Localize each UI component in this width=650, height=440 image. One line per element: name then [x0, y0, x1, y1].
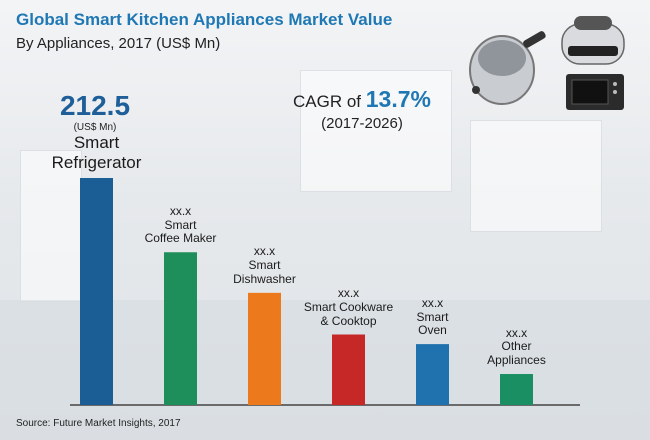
category-label-6-line-1: Other [501, 339, 532, 354]
bar-label-6: xx.x Other Appliances [455, 325, 579, 368]
category-label-2-line-1: Smart [164, 217, 197, 232]
bar-5 [416, 344, 449, 405]
smart-oven-icon [566, 74, 624, 110]
value-label-3: xx.x [253, 244, 276, 259]
bar-label-3: xx.x Smart Dishwasher [203, 245, 327, 286]
category-label-2-line-2: Coffee Maker [144, 231, 217, 246]
highlight-number: 212.5 [59, 90, 131, 121]
highlight-unit: (US$ Mn) [73, 122, 117, 133]
cagr-callout: CAGR of 13.7% (2017-2026) [282, 86, 442, 132]
bar-1 [80, 178, 113, 405]
bar-label-5: xx.x Smart Oven [371, 295, 495, 338]
value-label-2: xx.x [169, 203, 192, 218]
bar-label-1: Smart Refrigerator [27, 133, 167, 172]
cookware-pot-icon [469, 31, 546, 105]
chart-title: Global Smart Kitchen Appliances Market V… [16, 10, 393, 29]
category-label-4-line-1: Smart Cookware [303, 299, 394, 314]
bar-4 [332, 334, 365, 405]
value-label-4: xx.x [337, 286, 360, 301]
category-label-6-line-2: Appliances [487, 353, 546, 368]
bar-2 [164, 252, 197, 405]
cagr-value: 13.7% [365, 86, 431, 112]
bar-label-4: xx.x Smart Cookware & Cooktop [287, 286, 411, 328]
appliance-images [469, 16, 625, 110]
cagr-period: (2017-2026) [321, 115, 403, 132]
value-label-5: xx.x [421, 295, 444, 310]
highlight-value: 212.5 (US$ Mn) [40, 90, 150, 133]
slow-cooker-icon [561, 16, 625, 65]
bar-6 [500, 374, 533, 405]
bar-label-2: xx.x Smart Coffee Maker [119, 203, 243, 246]
cagr-prefix: CAGR of [293, 92, 366, 111]
category-label-4-line-2: & Cooktop [320, 313, 377, 328]
chart-subtitle: By Appliances, 2017 (US$ Mn) [16, 35, 221, 52]
category-label-5-line-1: Smart [416, 309, 449, 324]
source-note: Source: Future Market Insights, 2017 [16, 418, 181, 429]
category-label-5-line-2: Oven [418, 323, 447, 338]
bar-3 [248, 292, 281, 405]
category-label-3-line-2: Dishwasher [233, 272, 296, 287]
category-label-3-line-1: Smart [248, 258, 281, 273]
category-label-1-line-1: Smart [73, 133, 120, 152]
value-label-6: xx.x [505, 325, 528, 340]
category-label-1-line-2: Refrigerator [51, 152, 142, 172]
